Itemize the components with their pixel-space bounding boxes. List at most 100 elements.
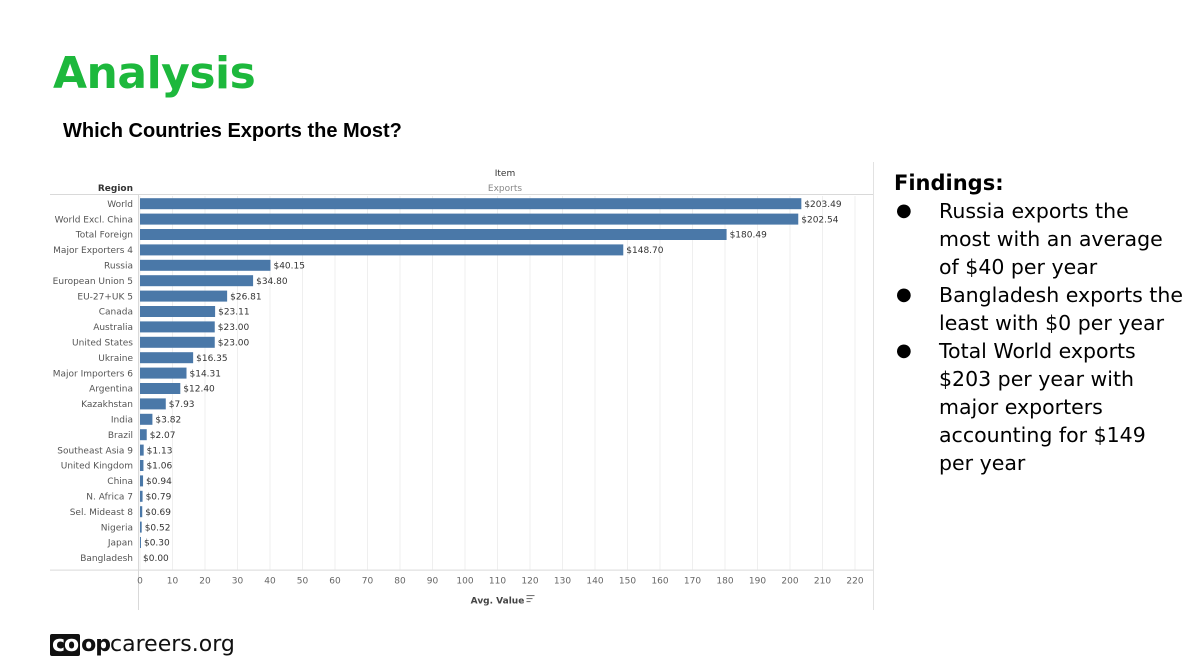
data-label: $0.69 (145, 508, 171, 518)
region-label: Russia (104, 262, 133, 272)
data-label: $7.93 (169, 400, 195, 410)
x-tick-label: 220 (846, 577, 863, 587)
bullet-icon: ● (896, 284, 912, 305)
x-tick-label: 10 (167, 577, 179, 587)
region-label: Southeast Asia 9 (57, 446, 133, 456)
x-tick-label: 60 (329, 577, 341, 587)
region-label: Ukraine (98, 354, 133, 364)
data-label: $148.70 (626, 246, 663, 256)
data-label: $203.49 (804, 200, 841, 210)
bar (140, 444, 144, 456)
region-label: World Excl. China (55, 215, 133, 225)
data-label: $1.06 (146, 462, 172, 472)
region-label: Brazil (108, 431, 133, 441)
x-tick-label: 190 (749, 577, 766, 587)
bar (140, 383, 181, 394)
x-tick-label: 160 (651, 577, 668, 587)
region-label: European Union 5 (53, 277, 133, 287)
bar (140, 275, 254, 287)
column-header: Exports (488, 184, 522, 194)
data-label: $12.40 (183, 385, 215, 395)
region-label: EU-27+UK 5 (77, 292, 133, 302)
region-label: Major Importers 6 (53, 369, 134, 379)
data-label: $0.79 (146, 493, 172, 503)
x-tick-label: 110 (489, 577, 506, 587)
bar (140, 537, 141, 548)
bar (140, 229, 727, 240)
data-label: $40.15 (273, 262, 305, 272)
data-label: $14.31 (190, 369, 222, 379)
region-label: N. Africa 7 (86, 493, 133, 503)
bar (140, 290, 228, 302)
x-tick-label: 70 (362, 577, 374, 587)
column-header-top: Item (495, 169, 516, 179)
x-tick-label: 40 (264, 577, 276, 587)
x-tick-label: 150 (619, 577, 636, 587)
slide-title: Analysis (53, 48, 256, 99)
logo-careers: careers.org (110, 632, 235, 657)
data-label: $16.35 (196, 354, 228, 364)
x-tick-label: 200 (781, 577, 798, 587)
region-label: United Kingdom (61, 462, 133, 472)
bar (140, 244, 624, 256)
bar (140, 490, 143, 502)
x-tick-label: 170 (684, 577, 701, 587)
bar (140, 321, 215, 333)
data-label: $26.81 (230, 292, 262, 302)
x-tick-label: 90 (427, 577, 439, 587)
x-tick-label: 210 (814, 577, 831, 587)
bullet-icon: ● (896, 340, 912, 361)
data-label: $23.00 (218, 323, 250, 333)
region-label: China (107, 477, 133, 487)
region-label: Major Exporters 4 (53, 246, 133, 256)
bullet-icon: ● (896, 200, 912, 221)
x-tick-label: 0 (137, 577, 143, 587)
region-label: Total Foreign (75, 231, 133, 241)
chart-canvas: Item Exports Region World $203.49 World Excl.… (50, 162, 874, 610)
slide-subtitle: Which Countries Exports the Most? (63, 120, 402, 142)
bar (140, 429, 147, 441)
x-tick-label: 130 (554, 577, 571, 587)
data-label: $34.80 (256, 277, 288, 287)
bar (140, 460, 144, 471)
finding-text: Russia exports the most with an average … (939, 199, 1163, 279)
data-label: $0.52 (145, 523, 171, 533)
data-label: $202.54 (801, 215, 838, 225)
bar (140, 352, 194, 364)
data-label: $2.07 (150, 431, 176, 441)
region-label: World (107, 200, 133, 210)
bar (140, 198, 802, 210)
finding-text: Total World exports $203 per year with m… (939, 339, 1146, 475)
bar (140, 306, 216, 317)
bar (140, 213, 799, 225)
coopcareers-logo: co op careers.org (50, 632, 235, 657)
data-label: $0.94 (146, 477, 172, 487)
x-tick-label: 50 (297, 577, 309, 587)
region-label: Canada (99, 308, 133, 318)
data-label: $0.00 (143, 554, 169, 564)
x-tick-label: 120 (521, 577, 538, 587)
x-tick-label: 30 (232, 577, 244, 587)
region-label: Australia (93, 323, 133, 333)
findings-heading: Findings: (894, 171, 1004, 195)
finding-text: Bangladesh exports the least with $0 per… (939, 283, 1183, 335)
finding-item: ● Russia exports the most with an averag… (894, 197, 1186, 281)
findings-list: ● Russia exports the most with an averag… (894, 197, 1186, 477)
findings-panel: Findings: ● Russia exports the most with… (894, 169, 1186, 477)
bar (140, 475, 144, 487)
row-header: Region (98, 184, 133, 194)
bar (140, 413, 153, 425)
data-label: $23.11 (218, 308, 250, 318)
bar (140, 398, 166, 410)
region-label: Bangladesh (80, 554, 133, 564)
finding-item: ● Total World exports $203 per year with… (894, 337, 1186, 477)
x-tick-label: 20 (199, 577, 211, 587)
data-label: $180.49 (730, 231, 767, 241)
bar (140, 259, 271, 271)
x-tick-label: 100 (456, 577, 473, 587)
x-tick-label: 140 (586, 577, 603, 587)
bar (140, 336, 215, 348)
region-label: Sel. Mideast 8 (70, 508, 134, 518)
data-label: $1.13 (147, 446, 173, 456)
x-tick-label: 180 (716, 577, 733, 587)
